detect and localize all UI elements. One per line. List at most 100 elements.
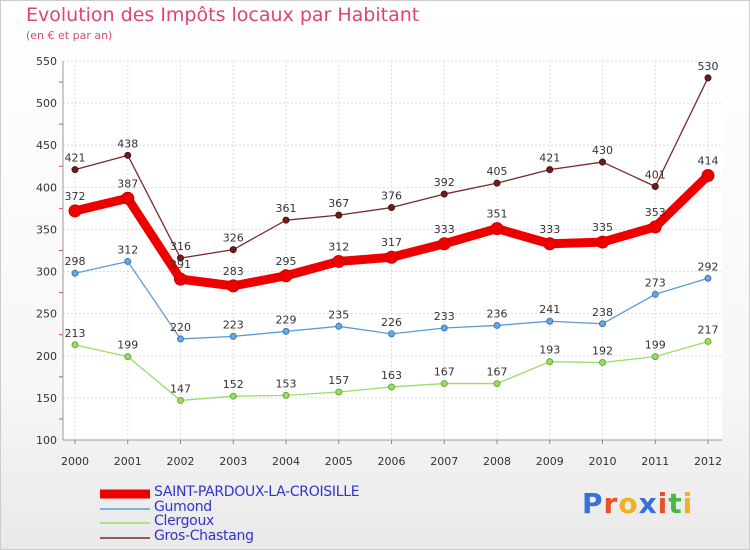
y-tick-label: 150 [36,392,57,405]
data-point [229,392,237,400]
x-tick-label: 2009 [536,455,564,468]
data-points [68,74,715,404]
data-point [388,383,395,391]
x-tick-label: 2008 [483,455,511,468]
y-tick-label: 300 [36,266,57,279]
data-label: 333 [434,223,455,236]
legend-label-clergoux: Clergoux [154,513,214,529]
data-label: 157 [328,374,349,387]
legend-label-gumond: Gumond [154,499,212,515]
data-label: 167 [434,366,455,379]
data-point [174,272,187,286]
data-label: 353 [645,206,666,219]
logo-letter: t [668,487,683,520]
x-tick-label: 2007 [430,455,458,468]
data-label: 372 [65,190,86,203]
data-point [493,380,501,388]
plot-area [63,61,722,440]
data-point [388,204,395,212]
data-label: 298 [65,255,86,268]
data-label: 421 [539,152,560,165]
data-label: 317 [381,236,402,249]
data-label: 167 [487,366,508,379]
data-point [335,211,343,219]
data-point [335,388,343,396]
logo-letter: o [618,487,639,520]
y-tick-label: 200 [36,350,57,363]
data-point [546,358,554,366]
y-tick-label: 100 [36,434,57,447]
data-label: 387 [117,177,138,190]
axes: 100 150 200 250 300 350 400 450 500 550 2000 2001 20… [36,55,722,468]
legend-label-saint-pardoux: SAINT-PARDOUX-LA-CROISILLE [154,484,360,500]
data-labels: 421 438 316 326 361 367 376 392 405 421 430 401 530 2… [65,60,719,396]
x-tick-label: 2001 [114,455,142,468]
data-label: 226 [381,316,402,329]
data-label: 236 [487,307,508,320]
data-label: 223 [223,318,244,331]
data-point [493,321,501,329]
data-point [282,216,290,224]
data-label: 213 [65,327,86,340]
data-point [440,190,448,198]
data-point [701,169,715,183]
data-point [71,269,79,277]
data-label: 316 [170,240,191,253]
legend-swatch-clergoux [100,522,150,524]
data-label: 376 [381,190,402,203]
data-label: 153 [276,377,297,390]
data-point [493,179,501,187]
data-label: 401 [645,168,666,181]
data-point [651,182,659,190]
data-label: 147 [170,382,191,395]
logo-letter: r [603,487,619,520]
data-label: 367 [328,197,349,210]
y-tick-label: 450 [36,139,57,152]
proxiti-logo: Proxiti [582,487,693,520]
data-point [279,269,293,283]
data-label: 199 [645,339,666,352]
logo-letter: x [638,487,658,520]
y-tick-label: 500 [36,97,57,110]
data-label: 392 [434,176,455,189]
legend-swatch-gros-chastang [100,537,150,539]
data-label: 530 [698,60,719,73]
data-label: 192 [592,345,613,358]
data-point [71,166,79,174]
x-tick-label: 2006 [378,455,406,468]
data-point [124,151,132,159]
data-point [71,341,79,349]
data-label: 229 [276,313,297,326]
data-label: 430 [592,144,613,157]
data-point [490,222,504,236]
data-label: 295 [276,255,297,268]
data-label: 333 [539,223,560,236]
logo-letter: P [582,487,604,520]
chart-title: Evolution des Impôts locaux par Habitant [26,4,420,26]
data-label: 163 [381,369,402,382]
x-tick-label: 2005 [325,455,353,468]
data-label: 292 [698,260,719,273]
data-point [704,74,712,82]
data-point [599,359,606,367]
data-point [599,158,606,166]
y-tick-label: 400 [36,181,57,194]
data-label: 273 [645,276,666,289]
data-point [332,254,346,268]
data-label: 438 [117,137,138,150]
data-point [282,327,290,335]
data-point [177,396,184,404]
x-tick-label: 2010 [589,455,617,468]
data-point [388,330,395,338]
data-point [335,322,343,330]
y-tick-label: 550 [36,55,57,68]
x-tick-label: 2003 [219,455,247,468]
data-label: 217 [698,323,719,336]
chart-subtitle: (en € et par an) [26,29,113,42]
data-point [440,380,448,388]
data-label: 421 [65,152,86,165]
data-label: 233 [434,310,455,323]
x-tick-label: 2004 [272,455,300,468]
data-label: 220 [170,321,191,334]
data-point [121,191,135,205]
